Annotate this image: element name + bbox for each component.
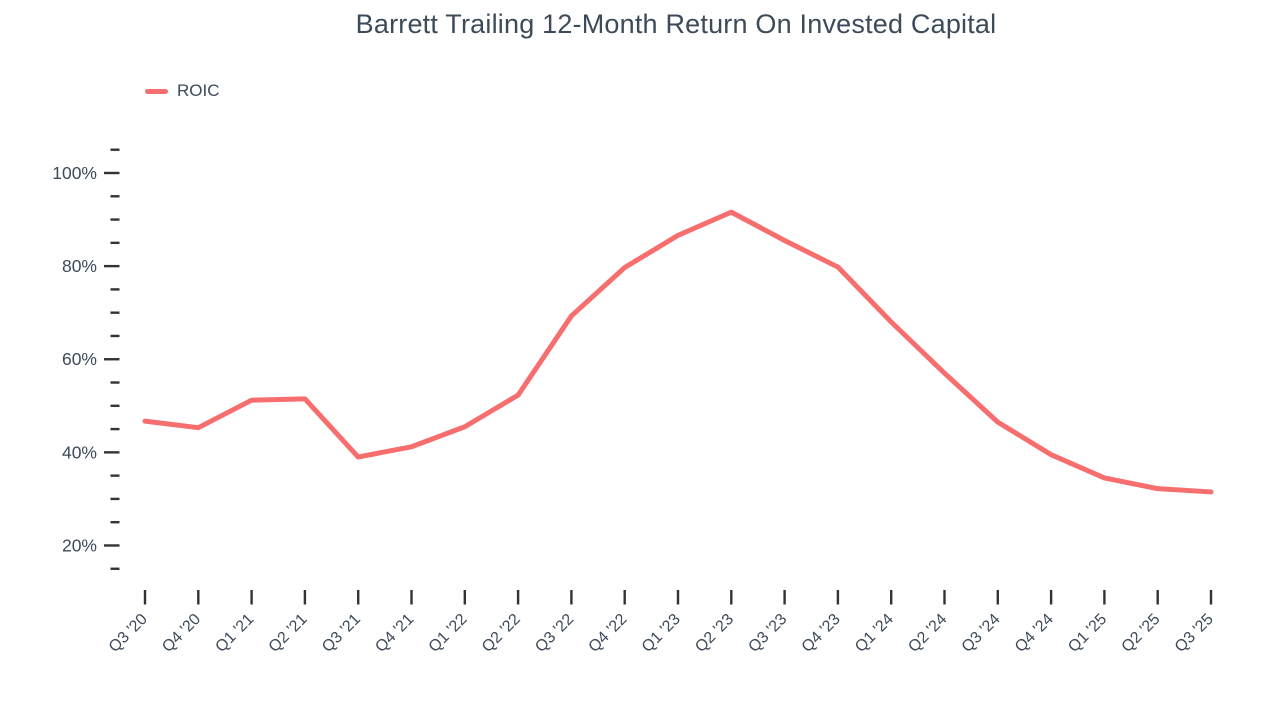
x-axis-label: Q4 '24 [1012, 611, 1057, 656]
x-axis-label: Q2 '23 [692, 611, 737, 656]
y-axis-label: 60% [62, 349, 97, 369]
legend: ROIC [145, 81, 220, 101]
x-axis-label: Q1 '22 [426, 611, 471, 656]
x-axis-label: Q4 '20 [159, 611, 204, 656]
x-axis-label: Q3 '24 [959, 611, 1004, 656]
x-axis-label: Q4 '23 [799, 611, 844, 656]
y-axis-label: 20% [62, 535, 97, 555]
series-line-roic [142, 209, 1214, 495]
x-axis-label: Q1 '21 [212, 611, 257, 656]
y-axis-label: 40% [62, 442, 97, 462]
x-axis-label: Q3 '22 [532, 611, 577, 656]
x-axis-label: Q2 '22 [479, 611, 524, 656]
legend-swatch-roic [145, 88, 168, 94]
x-axis-label: Q4 '22 [586, 611, 631, 656]
x-axis-label: Q1 '25 [1065, 611, 1110, 656]
x-axis-label: Q1 '24 [852, 611, 897, 656]
y-axis-label: 100% [52, 163, 97, 183]
x-axis-label: Q4 '21 [372, 611, 417, 656]
chart-title: Barrett Trailing 12-Month Return On Inve… [355, 9, 997, 39]
x-axis-label: Q3 '20 [106, 611, 151, 656]
legend-label-roic: ROIC [177, 81, 220, 100]
x-axis-label: Q3 '21 [319, 611, 364, 656]
y-axis-label: 80% [62, 256, 97, 276]
x-axis-label: Q2 '21 [266, 611, 311, 656]
x-axis-label: Q2 '25 [1119, 611, 1164, 656]
x-axis-label: Q1 '23 [639, 611, 684, 656]
x-axis-label: Q2 '24 [905, 611, 950, 656]
x-axis-label: Q3 '25 [1172, 611, 1217, 656]
x-axis-label: Q3 '23 [745, 611, 790, 656]
